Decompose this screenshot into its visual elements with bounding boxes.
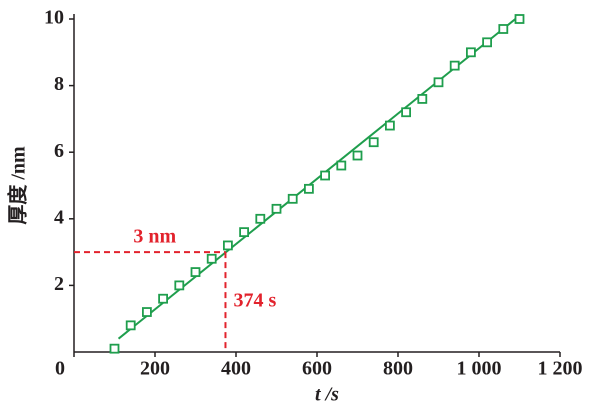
data-point [255, 213, 266, 224]
data-point [287, 193, 298, 204]
x-tick-label: 800 [383, 358, 413, 380]
data-point [239, 227, 250, 238]
data-point [384, 120, 395, 131]
data-point [401, 107, 412, 118]
x-tick-label: 1 000 [457, 358, 502, 380]
data-point [465, 47, 476, 58]
data-point [320, 170, 331, 181]
x-tick-label: 0 [55, 358, 65, 380]
data-point [109, 343, 120, 354]
annotation-label: 374 s [233, 290, 276, 312]
annotation-label: 3 nm [133, 226, 176, 248]
data-point [303, 183, 314, 194]
x-tick-label: 200 [140, 358, 170, 380]
y-tick-label: 8 [54, 73, 64, 95]
y-tick-label: 10 [44, 7, 64, 29]
y-tick-label: 2 [54, 273, 64, 295]
x-tick-label: 600 [302, 358, 332, 380]
data-point [190, 267, 201, 277]
data-point [271, 203, 282, 214]
y-axis-label: 厚度 /nm [6, 146, 30, 225]
y-tick-label: 4 [54, 206, 64, 228]
data-point [514, 14, 525, 24]
data-point [141, 307, 152, 317]
data-point [417, 94, 428, 104]
x-axis-label: t /s [315, 384, 339, 406]
data-point [125, 320, 136, 331]
x-tick-label: 1 200 [538, 358, 583, 380]
data-point [222, 240, 233, 251]
data-point [174, 280, 185, 291]
data-point [449, 60, 460, 71]
data-point [158, 293, 169, 304]
data-point [482, 37, 493, 48]
data-point [206, 253, 217, 264]
y-tick-label: 6 [54, 140, 64, 162]
data-point [352, 150, 363, 161]
x-tick-label: 400 [221, 358, 251, 380]
data-point [433, 77, 444, 88]
data-point [336, 160, 347, 171]
data-point [368, 137, 379, 148]
data-point [498, 24, 509, 34]
